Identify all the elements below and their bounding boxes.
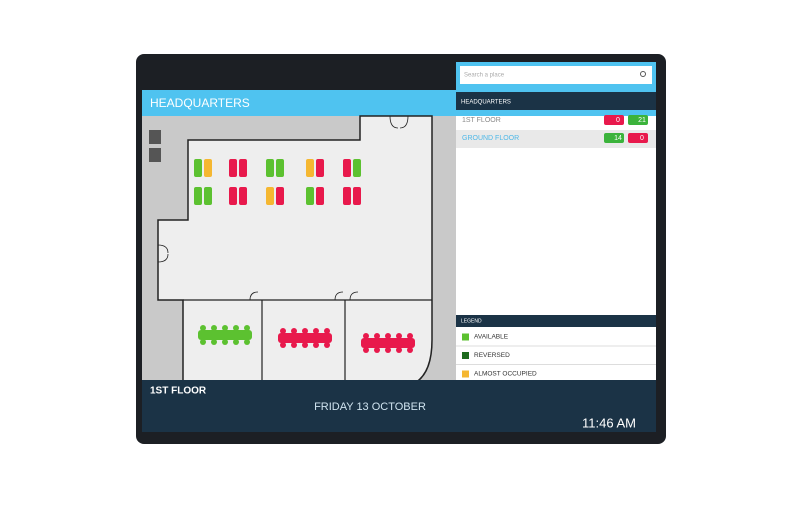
desk (306, 187, 314, 205)
room-walls (183, 299, 432, 388)
desk (276, 159, 284, 177)
panel-header (456, 92, 656, 110)
legend-label: AVAILABLE (474, 334, 509, 341)
desk (229, 159, 237, 177)
badge (604, 133, 624, 143)
badge-value: 14 (614, 135, 622, 142)
zoom-out[interactable] (149, 148, 161, 162)
chair (407, 347, 413, 353)
legend-label: REVERSED (474, 352, 510, 359)
chair (200, 325, 206, 331)
chair (222, 325, 228, 331)
zoom-in[interactable] (149, 130, 161, 144)
desk (194, 159, 202, 177)
chair (396, 347, 402, 353)
badge (604, 115, 624, 125)
footer-right (456, 405, 656, 432)
legend-header (456, 315, 656, 327)
desk (239, 159, 247, 177)
chair (291, 328, 297, 334)
chair (385, 347, 391, 353)
panel-title: HEADQUARTERS (461, 100, 511, 106)
chair (302, 328, 308, 334)
chair (280, 342, 286, 348)
chair (313, 328, 319, 334)
desk (316, 159, 324, 177)
chair (324, 342, 330, 348)
chair (302, 342, 308, 348)
desk (229, 187, 237, 205)
legend-title: LEGEND (461, 318, 482, 324)
desk (353, 159, 361, 177)
doors (157, 115, 409, 301)
floor-name[interactable]: 1ST FLOOR (462, 117, 501, 124)
footer-time: 11:46 AM (582, 415, 636, 430)
desk (353, 187, 361, 205)
desk (343, 187, 351, 205)
footer-floor: 1ST FLOOR (150, 386, 207, 397)
badge (628, 133, 648, 143)
table (361, 338, 415, 348)
chair (200, 339, 206, 345)
bezel-top (142, 62, 456, 90)
chair (385, 333, 391, 339)
chair (211, 325, 217, 331)
badge-value: 21 (638, 117, 646, 124)
desk (343, 159, 351, 177)
desk (239, 187, 247, 205)
chair (211, 339, 217, 345)
chair (363, 347, 369, 353)
legend-swatch (462, 370, 469, 378)
search-icon[interactable] (640, 71, 646, 77)
chair (363, 333, 369, 339)
table (278, 333, 332, 343)
footer-bar (142, 380, 656, 405)
legend-label: ALMOST OCCUPIED (474, 371, 537, 378)
footer-date: FRIDAY 13 OCTOBER (314, 401, 426, 413)
chair (244, 339, 250, 345)
chair (233, 325, 239, 331)
chair (374, 347, 380, 353)
chair (280, 328, 286, 334)
chair (233, 339, 239, 345)
desk (266, 187, 274, 205)
desk (316, 187, 324, 205)
desk (266, 159, 274, 177)
desk (204, 159, 212, 177)
chair (374, 333, 380, 339)
badge-value: 0 (640, 135, 644, 142)
table (198, 330, 252, 340)
badge (628, 115, 648, 125)
desk (276, 187, 284, 205)
chair (396, 333, 402, 339)
badge-value: 0 (616, 117, 620, 124)
legend-swatch (462, 352, 469, 359)
chair (222, 339, 228, 345)
legend-swatch (462, 333, 469, 341)
search-box[interactable] (460, 66, 652, 84)
floor-name[interactable]: GROUND FLOOR (462, 135, 519, 142)
search-placeholder: Search a place (464, 73, 505, 79)
header-title: HEADQUARTERS (150, 96, 250, 110)
chair (291, 342, 297, 348)
desk (204, 187, 212, 205)
chair (313, 342, 319, 348)
chair (244, 325, 250, 331)
desk (194, 187, 202, 205)
desk (306, 159, 314, 177)
chair (407, 333, 413, 339)
chair (324, 328, 330, 334)
